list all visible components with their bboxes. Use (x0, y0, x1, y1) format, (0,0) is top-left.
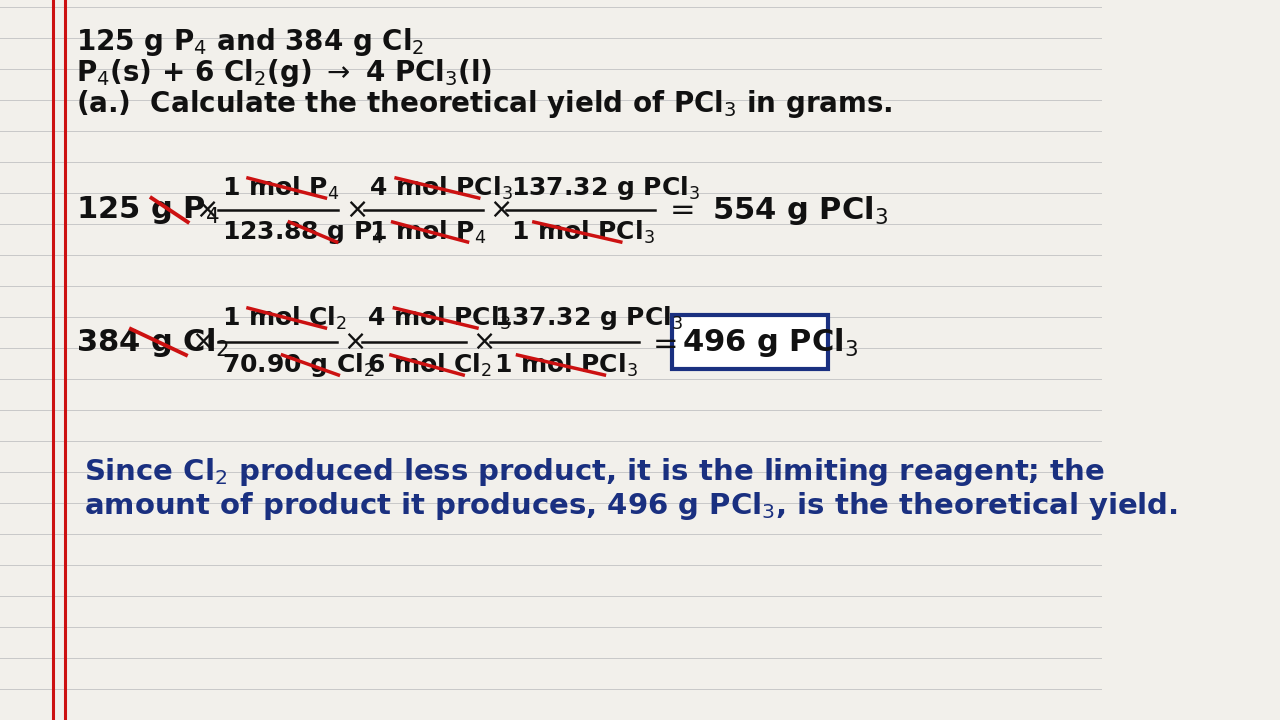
Text: 123.88 g P$_4$: 123.88 g P$_4$ (223, 218, 384, 246)
Text: 1 mol P$_4$: 1 mol P$_4$ (369, 218, 486, 246)
Text: (a.)  Calculate the theoretical yield of PCl$_3$ in grams.: (a.) Calculate the theoretical yield of … (76, 88, 892, 120)
Text: 4 mol PCl$_3$: 4 mol PCl$_3$ (367, 305, 511, 332)
Text: 70.90 g Cl$_2$: 70.90 g Cl$_2$ (223, 351, 375, 379)
Text: 1 mol PCl$_3$: 1 mol PCl$_3$ (494, 351, 637, 379)
Text: 125 g P$_4$: 125 g P$_4$ (76, 194, 220, 226)
Text: $\times$: $\times$ (346, 196, 367, 224)
Text: $\times$: $\times$ (489, 196, 511, 224)
FancyBboxPatch shape (672, 315, 828, 369)
Text: Since Cl$_2$ produced less product, it is the limiting reagent; the: Since Cl$_2$ produced less product, it i… (84, 456, 1105, 488)
Text: 1 mol P$_4$: 1 mol P$_4$ (223, 174, 339, 202)
Text: $\times$: $\times$ (195, 196, 216, 224)
Text: 1 mol Cl$_2$: 1 mol Cl$_2$ (223, 305, 347, 332)
Text: 496 g PCl$_3$: 496 g PCl$_3$ (682, 325, 858, 359)
Text: 1 mol PCl$_3$: 1 mol PCl$_3$ (511, 218, 654, 246)
Text: 6 mol Cl$_2$: 6 mol Cl$_2$ (367, 351, 492, 379)
Text: 4 mol PCl$_3$: 4 mol PCl$_3$ (369, 174, 512, 202)
Text: amount of product it produces, 496 g PCl$_3$, is the theoretical yield.: amount of product it produces, 496 g PCl… (84, 490, 1179, 522)
Text: $=$: $=$ (648, 328, 678, 356)
Text: 137.32 g PCl$_3$: 137.32 g PCl$_3$ (494, 304, 684, 332)
Text: P$_4$(s) + 6 Cl$_2$(g) $\rightarrow$ 4 PCl$_3$(l): P$_4$(s) + 6 Cl$_2$(g) $\rightarrow$ 4 P… (76, 57, 492, 89)
Text: 125 g P$_4$ and 384 g Cl$_2$: 125 g P$_4$ and 384 g Cl$_2$ (76, 26, 424, 58)
Text: $\times$: $\times$ (191, 328, 212, 356)
Text: $=$ 554 g PCl$_3$: $=$ 554 g PCl$_3$ (664, 194, 888, 227)
Text: $\times$: $\times$ (343, 328, 364, 356)
Text: 137.32 g PCl$_3$: 137.32 g PCl$_3$ (511, 174, 700, 202)
Text: 384 g Cl$_2$: 384 g Cl$_2$ (76, 325, 229, 359)
Text: $\times$: $\times$ (472, 328, 493, 356)
